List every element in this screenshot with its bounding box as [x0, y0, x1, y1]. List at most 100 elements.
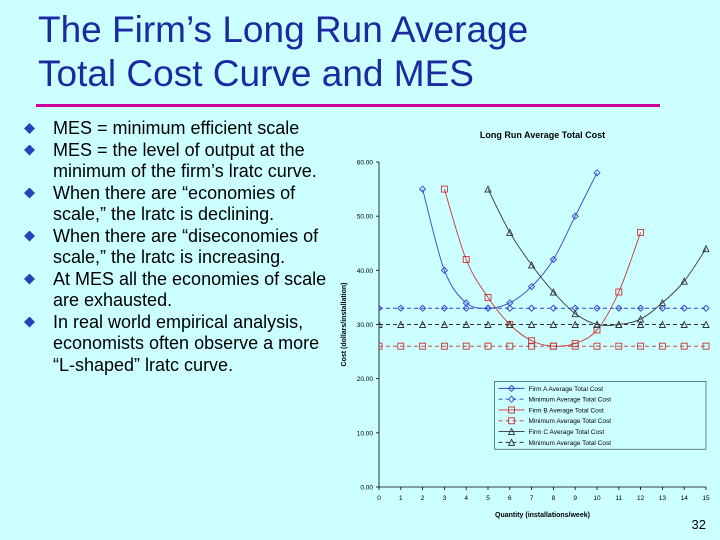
- series-1-point: [549, 255, 558, 264]
- y-tick-label: 40.00: [357, 268, 374, 275]
- diamond-bullet-icon: [24, 316, 35, 328]
- series-6-point: [379, 320, 383, 328]
- series-4-point: [397, 342, 405, 350]
- series-3-point: [462, 256, 470, 263]
- diamond-bullet-icon: [24, 144, 35, 156]
- series-5-point: [484, 185, 492, 193]
- slide-title: The Firm’s Long Run Average Total Cost C…: [38, 8, 678, 96]
- series-4-point: [680, 342, 688, 350]
- series-4-point: [462, 342, 470, 350]
- series-3-point: [440, 185, 448, 193]
- series-5-point: [549, 287, 558, 296]
- series-2-point: [680, 304, 688, 312]
- legend-box: [494, 381, 707, 450]
- series-1-point: [440, 266, 449, 274]
- bullet-item: At MES all the economies of scale are ex…: [22, 269, 340, 312]
- bullet-text: In real world empirical analysis, econom…: [53, 311, 320, 375]
- series-6-point: [484, 320, 492, 328]
- series-2-point: [440, 304, 449, 312]
- bullet-item: MES = minimum efficient scale: [22, 118, 340, 140]
- series-3-line: [443, 188, 642, 347]
- y-tick-label: 20.00: [357, 376, 374, 383]
- series-6-point: [593, 320, 601, 328]
- title-line-2: Total Cost Curve and MES: [38, 53, 474, 94]
- x-tick-label: 3: [443, 495, 447, 502]
- y-tick-label: 50.00: [357, 214, 374, 221]
- series-6-point: [615, 320, 623, 328]
- series-2-point: [527, 304, 536, 312]
- x-tick-label: 12: [637, 495, 645, 502]
- series-6-point: [397, 320, 405, 328]
- series-2-point: [636, 304, 645, 312]
- series-4-point: [419, 342, 427, 350]
- x-tick-label: 7: [530, 495, 534, 502]
- y-tick-label: 10.00: [357, 430, 374, 437]
- bullet-list: MES = minimum efficient scale MES = the …: [22, 118, 340, 376]
- legend-swatch-marker: [507, 427, 516, 436]
- series-6-point: [462, 320, 470, 328]
- series-6-point: [702, 320, 710, 328]
- bullet-text: When there are “economies of scale,” the…: [53, 182, 296, 225]
- series-2-point: [506, 304, 514, 312]
- x-tick-label: 15: [702, 495, 710, 502]
- title-divider: [36, 104, 660, 107]
- legend-label: Minimum Average Total Cost: [529, 440, 612, 447]
- legend-swatch-marker: [507, 384, 516, 393]
- series-1-point: [593, 169, 601, 177]
- series-2-point: [397, 304, 405, 312]
- series-6-point: [680, 320, 688, 328]
- legend-label: Minimum Average Total Cost: [529, 418, 612, 425]
- legend-swatch-marker: [508, 406, 515, 414]
- series-4-point: [615, 342, 623, 350]
- series-4-point: [658, 342, 666, 350]
- y-tick-label: 0.00: [360, 485, 373, 492]
- series-3-point: [528, 337, 536, 345]
- x-tick-label: 5: [486, 495, 490, 502]
- diamond-bullet-icon: [24, 123, 35, 134]
- x-tick-label: 8: [552, 495, 556, 502]
- series-6-point: [571, 320, 579, 328]
- page-number: 32: [691, 517, 706, 532]
- diamond-bullet-icon: [24, 230, 35, 242]
- series-4-point: [637, 342, 645, 350]
- chart-title: Long Run Average Total Cost: [480, 130, 605, 140]
- series-5-point: [571, 309, 579, 318]
- y-axis-label: Cost (dollars/installation): [341, 282, 348, 366]
- x-tick-label: 1: [399, 495, 403, 502]
- series-3-point: [615, 288, 623, 296]
- series-4-point: [484, 342, 492, 350]
- series-6-point: [418, 320, 427, 328]
- series-2-point: [462, 304, 470, 312]
- series-5-point: [527, 260, 536, 269]
- legend-label: Minimum Average Total Cost: [529, 397, 612, 404]
- series-2-point: [615, 304, 623, 312]
- series-2-point: [484, 304, 492, 312]
- x-tick-label: 2: [421, 495, 425, 502]
- legend-swatch-marker: [508, 417, 515, 425]
- series-4-point: [593, 342, 601, 350]
- series-6-point: [636, 320, 645, 328]
- series-2-point: [379, 304, 383, 312]
- y-tick-label: 60.00: [357, 160, 374, 167]
- bullet-text: MES = minimum efficient scale: [53, 118, 300, 138]
- series-5-point: [680, 277, 688, 285]
- x-tick-label: 14: [681, 495, 689, 502]
- series-4-point: [549, 342, 557, 350]
- x-axis-label: Quantity (installations/week): [495, 512, 590, 519]
- series-4-point: [379, 342, 383, 350]
- series-3-point: [484, 293, 492, 301]
- x-tick-label: 9: [573, 495, 577, 502]
- series-2-point: [593, 304, 601, 312]
- bullet-item: When there are “diseconomies of scale,” …: [22, 226, 340, 269]
- series-1-point: [418, 185, 427, 193]
- legend-swatch-marker: [507, 438, 516, 446]
- series-3-point: [637, 228, 645, 236]
- bullet-item: When there are “economies of scale,” the…: [22, 183, 340, 226]
- legend-label: Firm C Average Total Cost: [529, 429, 605, 436]
- x-tick-label: 13: [659, 495, 667, 502]
- lratc-chart: Long Run Average Total Cost 0.00 10.00 20.0…: [341, 130, 710, 519]
- series-4-point: [702, 342, 710, 350]
- title-line-1: The Firm’s Long Run Average: [38, 9, 529, 50]
- series-1-point: [571, 212, 579, 220]
- series-6-point: [440, 320, 449, 328]
